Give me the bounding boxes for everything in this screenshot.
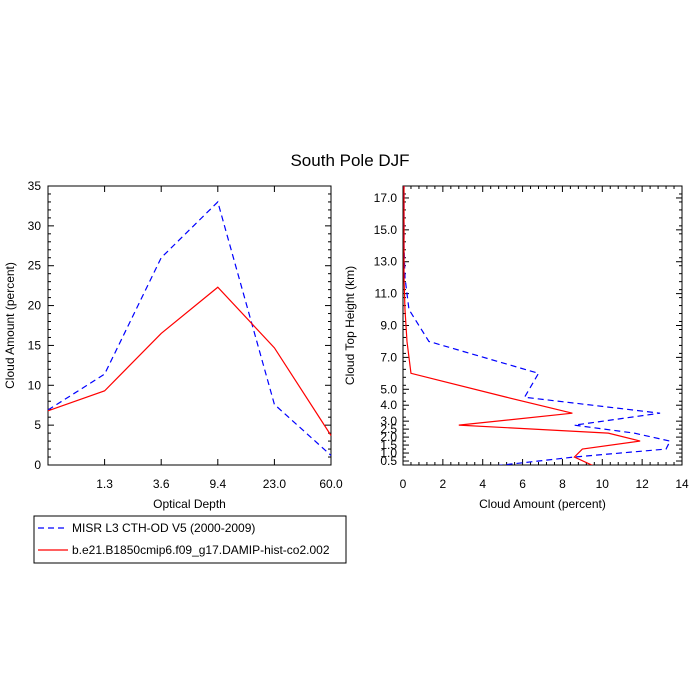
left-x-tick-label: 3.6 bbox=[153, 477, 170, 491]
left-y-axis-label: Cloud Amount (percent) bbox=[3, 262, 17, 389]
left-y-tick-label: 35 bbox=[28, 179, 42, 193]
right-y-tick-label: 11.0 bbox=[375, 287, 398, 301]
left-series-model-line bbox=[47, 286, 332, 436]
right-y-tick-label: 13.0 bbox=[374, 255, 398, 269]
right-y-tick-label: 4.0 bbox=[380, 398, 397, 412]
right-y-tick-label: 9.0 bbox=[380, 319, 397, 333]
left-x-tick-label: 60.0 bbox=[319, 477, 343, 491]
figure-title: South Pole DJF bbox=[290, 151, 409, 170]
right-y-tick-label: 5.0 bbox=[380, 382, 397, 396]
right-series-misr-line bbox=[403, 186, 671, 465]
right-y-tick-label: 2.0 bbox=[380, 430, 397, 444]
left-x-tick-label: 1.3 bbox=[96, 477, 113, 491]
right-x-axis-label: Cloud Amount (percent) bbox=[479, 497, 606, 511]
left-y-tick-label: 10 bbox=[28, 378, 42, 392]
right-x-tick-label: 14 bbox=[675, 477, 689, 491]
left-chart: 0 5 10 15 20 25 30 35 1.3 3.6 9.4 23.0 60.0 Optical D… bbox=[3, 179, 343, 511]
left-x-tick-label: 9.4 bbox=[209, 477, 226, 491]
left-y-tick-label: 0 bbox=[34, 458, 41, 472]
left-series-misr-line bbox=[47, 200, 332, 456]
right-y-tick-label: 0.5 bbox=[380, 454, 397, 468]
right-y-tick-label: 17.0 bbox=[374, 191, 398, 205]
left-plot-frame bbox=[47, 185, 332, 466]
right-y-tick-label: 1.0 bbox=[380, 446, 397, 460]
right-x-tick-label: 10 bbox=[596, 477, 610, 491]
right-y-tick-label: 2.5 bbox=[380, 422, 397, 436]
left-y-tick-label: 30 bbox=[28, 219, 42, 233]
legend-label-model: b.e21.B1850cmip6.f09_g17.DAMIP-hist-co2.… bbox=[72, 543, 330, 557]
left-y-tick-label: 15 bbox=[28, 338, 42, 352]
left-x-tick-label: 23.0 bbox=[263, 477, 287, 491]
left-y-tick-label: 5 bbox=[34, 418, 41, 432]
left-x-axis-label: Optical Depth bbox=[153, 497, 226, 511]
right-x-tick-label: 8 bbox=[559, 477, 566, 491]
right-y-axis-label: Cloud Top Height (km) bbox=[343, 266, 357, 385]
right-y-tick-label: 3.0 bbox=[380, 414, 397, 428]
right-x-tick-label: 0 bbox=[400, 477, 407, 491]
right-x-tick-label: 12 bbox=[635, 477, 649, 491]
left-y-tick-label: 25 bbox=[28, 259, 42, 273]
left-y-tick-label: 20 bbox=[28, 299, 42, 313]
right-plot-frame bbox=[402, 185, 683, 466]
right-y-tick-label: 15.0 bbox=[374, 223, 398, 237]
right-x-tick-label: 2 bbox=[440, 477, 447, 491]
legend-box bbox=[33, 515, 347, 564]
legend-label-misr: MISR L3 CTH-OD V5 (2000-2009) bbox=[72, 521, 255, 535]
right-y-tick-label: 1.5 bbox=[380, 438, 397, 452]
right-chart: 0 2 4 6 8 10 12 14 0.51.01.52.02.53.0 4.0 5.0 7.0 9.… bbox=[343, 185, 689, 511]
right-x-tick-label: 4 bbox=[479, 477, 486, 491]
right-y-tick-label: 7.0 bbox=[380, 350, 397, 364]
right-series-model-line bbox=[403, 186, 641, 465]
right-x-tick-label: 6 bbox=[519, 477, 526, 491]
legend: MISR L3 CTH-OD V5 (2000-2009) b.e21.B185… bbox=[33, 515, 347, 564]
